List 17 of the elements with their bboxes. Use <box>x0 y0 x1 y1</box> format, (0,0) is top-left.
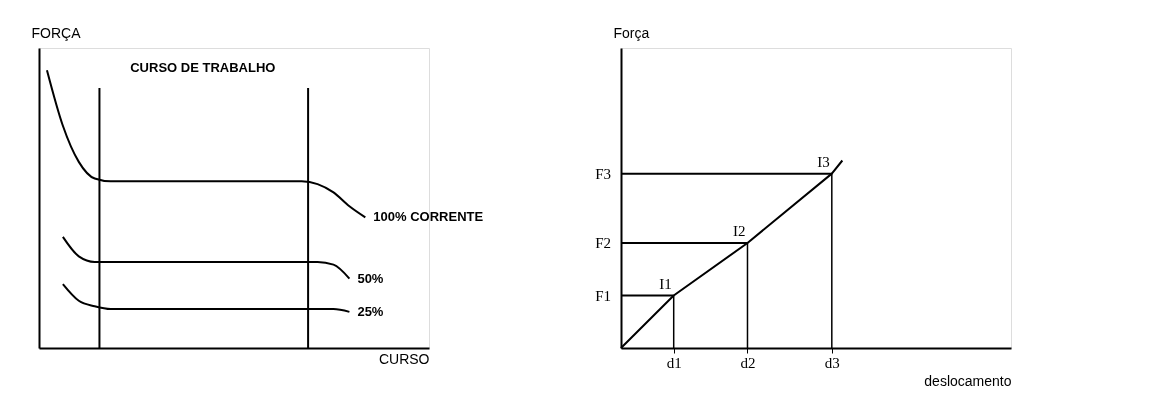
series-label: 100% CORRENTE <box>373 209 484 225</box>
annotation: I1 <box>659 275 672 292</box>
text: F3 <box>595 165 611 182</box>
x-axis-title: CURSO <box>378 350 430 367</box>
x-tick-label: d1 <box>666 354 682 371</box>
y-axis-title: FORÇA <box>31 24 82 41</box>
x-axis-title: deslocamento <box>924 372 1012 389</box>
x-tick-label: d2 <box>740 354 756 371</box>
series-label: 50% <box>357 270 384 286</box>
annotation: CURSO DE TRABALHO <box>130 60 276 75</box>
text: F2 <box>595 235 611 251</box>
x-tick-label: d3 <box>824 354 840 371</box>
y-axis-title: Força <box>613 24 650 41</box>
annotation: I3 <box>817 153 830 170</box>
series-label: 25% <box>357 303 384 319</box>
text: F1 <box>595 287 611 304</box>
annotation: I2 <box>732 223 746 239</box>
